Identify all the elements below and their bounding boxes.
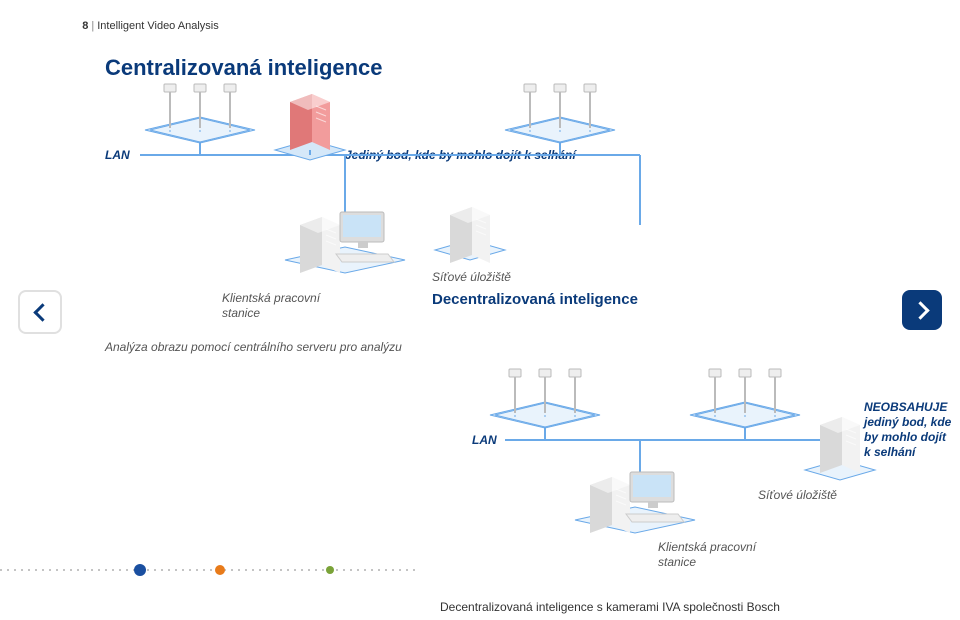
network-diagram [0,0,960,620]
